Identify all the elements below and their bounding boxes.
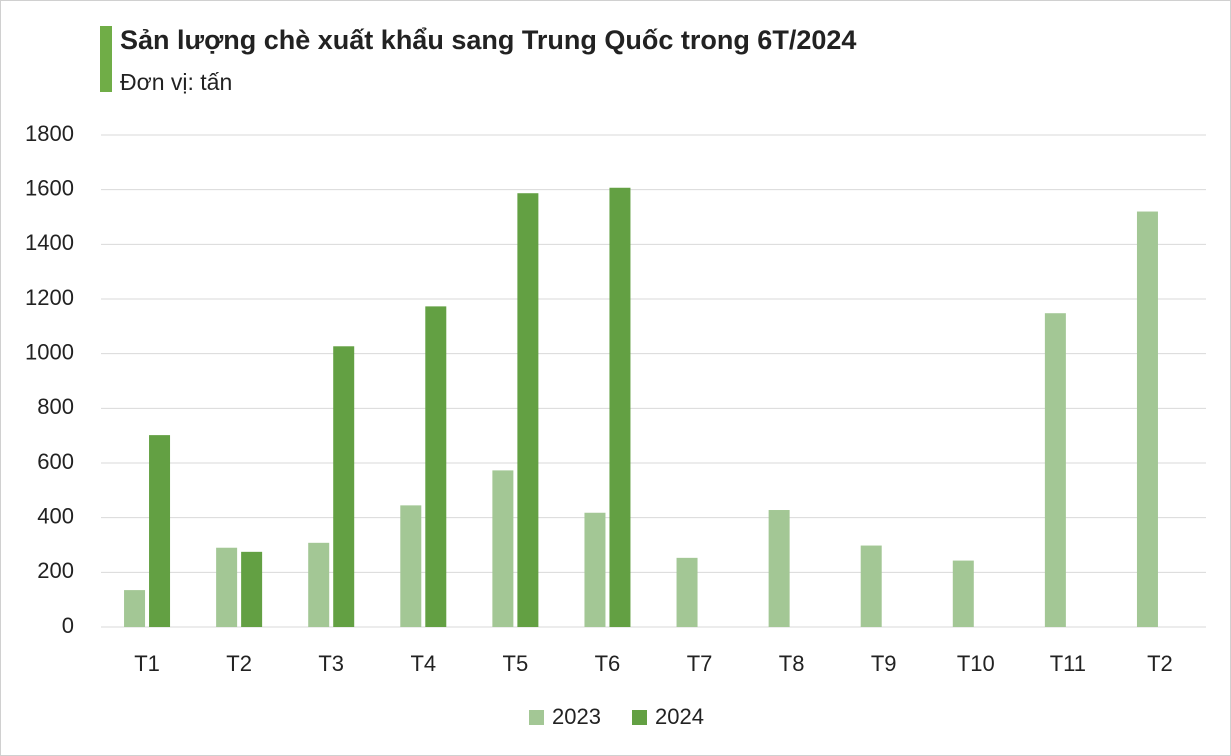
x-tick-label: T6	[595, 651, 621, 676]
bar	[1044, 313, 1066, 627]
title-accent	[100, 26, 112, 92]
legend-label: 2024	[655, 704, 704, 729]
x-tick-label: T3	[318, 651, 344, 676]
bar	[860, 545, 882, 627]
y-tick-label: 200	[37, 558, 74, 583]
x-tick-label: T11	[1050, 651, 1086, 676]
bar	[216, 547, 238, 627]
y-tick-label: 1200	[25, 285, 74, 310]
bar	[676, 557, 698, 627]
x-tick-label: T10	[957, 651, 995, 676]
bar	[400, 505, 422, 627]
bar	[584, 512, 606, 627]
x-tick-label: T9	[871, 651, 897, 676]
bar	[425, 306, 447, 627]
x-tick-label: T1	[134, 651, 160, 676]
y-tick-label: 1600	[25, 175, 74, 200]
y-tick-label: 1800	[25, 121, 74, 146]
bar	[492, 470, 514, 627]
bar	[1136, 211, 1158, 628]
bar	[308, 542, 330, 627]
bar	[124, 590, 146, 627]
bar	[241, 551, 263, 627]
bar	[149, 435, 171, 627]
chart-subtitle: Đơn vị: tấn	[120, 69, 232, 95]
legend-swatch	[632, 710, 647, 725]
bar	[333, 346, 355, 627]
bar	[609, 187, 631, 627]
x-tick-label: T2	[226, 651, 252, 676]
chart-title: Sản lượng chè xuất khẩu sang Trung Quốc …	[120, 25, 856, 55]
bar	[517, 193, 539, 627]
y-tick-label: 800	[37, 394, 74, 419]
legend-swatch	[529, 710, 544, 725]
x-tick-label: T7	[687, 651, 713, 676]
y-tick-label: 1400	[25, 230, 74, 255]
y-tick-label: 0	[62, 613, 74, 638]
bar	[768, 510, 790, 627]
x-tick-label: T5	[503, 651, 529, 676]
y-tick-label: 600	[37, 449, 74, 474]
x-tick-label: T2	[1147, 651, 1173, 676]
bar	[952, 560, 974, 627]
x-tick-label: T8	[779, 651, 805, 676]
y-tick-label: 400	[37, 503, 74, 528]
y-tick-label: 1000	[25, 339, 74, 364]
x-tick-label: T4	[410, 651, 436, 676]
legend-label: 2023	[552, 704, 601, 729]
